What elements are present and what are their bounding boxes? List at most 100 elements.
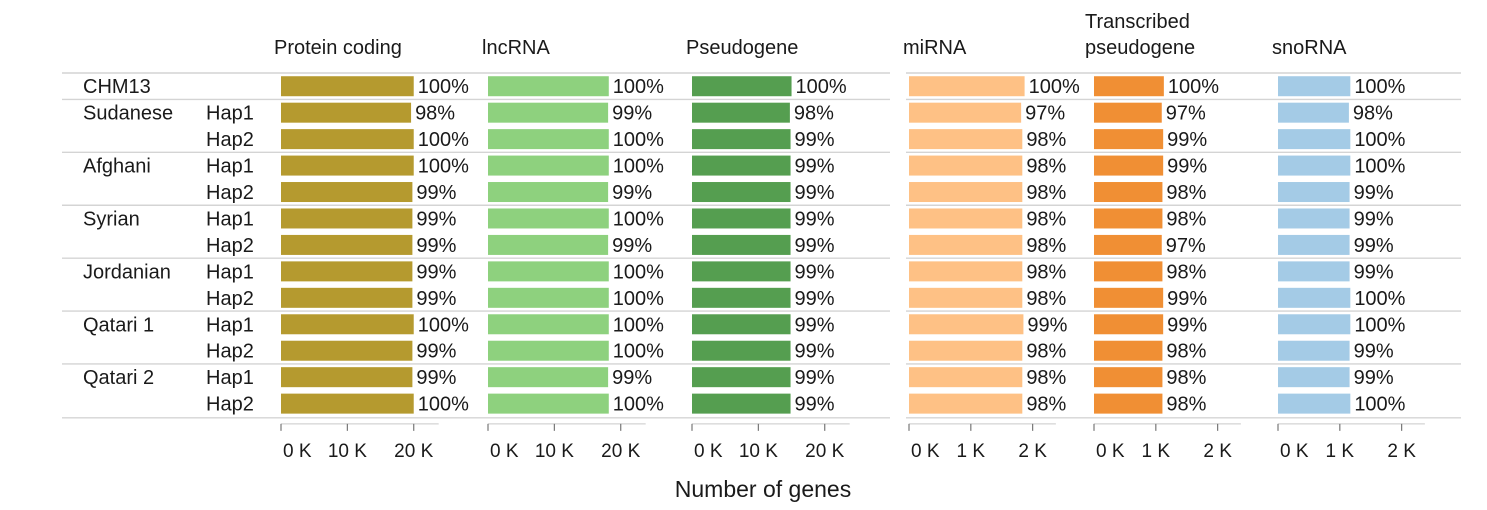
x-tick-label: 1 K: [957, 441, 986, 462]
bar-value-label: 99%: [416, 182, 456, 204]
panel-title: Protein coding: [274, 37, 402, 59]
x-tick-label: 10 K: [739, 441, 778, 462]
bar: [692, 76, 792, 97]
bar: [1278, 287, 1351, 308]
bar: [1094, 76, 1164, 97]
bar: [488, 234, 609, 255]
bar: [488, 261, 609, 282]
bar-value-label: 100%: [1354, 288, 1405, 310]
bar-value-label: 99%: [795, 208, 835, 230]
row-hap-label: Hap2: [206, 341, 254, 363]
bar: [909, 234, 1023, 255]
row-group-label: Qatari 1: [83, 314, 154, 336]
panel-4: Transcribed pseudogene 100% 97% 99% 99% 98% 98%…: [1085, 11, 1241, 462]
bar-value-label: 99%: [612, 103, 652, 125]
bar: [909, 287, 1023, 308]
bar-value-label: 97%: [1166, 235, 1206, 257]
bar: [909, 314, 1024, 335]
bar: [1278, 261, 1350, 282]
row-group-label: CHM13: [83, 76, 151, 98]
panel-title: Pseudogene: [686, 37, 798, 59]
bar-value-label: 98%: [1353, 103, 1393, 125]
bar-value-label: 98%: [1026, 288, 1066, 310]
row-hap-label: Hap1: [206, 103, 254, 125]
bar: [488, 393, 609, 414]
row-group-label: Qatari 2: [83, 367, 154, 389]
bar: [1278, 367, 1350, 388]
bar: [1278, 208, 1350, 229]
bar: [909, 102, 1022, 123]
bar: [909, 208, 1023, 229]
bar: [909, 76, 1025, 97]
bar-value-label: 98%: [1026, 341, 1066, 363]
bar-value-label: 99%: [416, 235, 456, 257]
bar-value-label: 98%: [794, 103, 834, 125]
bar: [909, 182, 1023, 203]
x-tick-label: 20 K: [805, 441, 844, 462]
bar-value-label: 98%: [1026, 367, 1066, 389]
row-group-label: Sudanese: [83, 103, 173, 125]
panel-title: pseudogene: [1085, 37, 1195, 59]
bar: [692, 261, 791, 282]
bar-value-label: 100%: [796, 76, 847, 98]
bar-value-label: 100%: [613, 288, 664, 310]
bar-value-label: 98%: [1026, 182, 1066, 204]
row-hap-label: Hap1: [206, 367, 254, 389]
bar-value-label: 99%: [1167, 129, 1207, 151]
bar-value-label: 100%: [613, 208, 664, 230]
bar-value-label: 100%: [1354, 76, 1405, 98]
bar-value-label: 100%: [1168, 76, 1219, 98]
bar: [488, 208, 609, 229]
bar-value-label: 99%: [1167, 288, 1207, 310]
bar-value-label: 97%: [1166, 103, 1206, 125]
row-hap-label: Hap2: [206, 394, 254, 416]
bar: [1278, 76, 1351, 97]
bar: [281, 314, 414, 335]
bar: [1094, 261, 1163, 282]
panel-3: miRNA 100% 97% 98% 98% 98% 98% 98% 98% 98% 99% 98% 9…: [903, 37, 1080, 462]
bar: [488, 182, 609, 203]
bar-value-label: 98%: [1026, 208, 1066, 230]
x-tick-label: 10 K: [535, 441, 574, 462]
bar: [692, 340, 791, 361]
bar-value-label: 100%: [418, 394, 469, 416]
bar-value-label: 99%: [416, 367, 456, 389]
bar: [1094, 340, 1163, 361]
x-tick-label: 0 K: [694, 441, 723, 462]
panel-title: Transcribed: [1085, 11, 1190, 33]
bar-value-label: 100%: [418, 314, 469, 336]
bar-value-label: 98%: [1026, 129, 1066, 151]
bar: [1094, 367, 1163, 388]
row-labels: CHM13 Sudanese Hap1 Hap2 Afghani Hap1 Hap2 Syri…: [83, 76, 254, 415]
bar-value-label: 100%: [418, 129, 469, 151]
bar: [909, 155, 1023, 176]
bar-value-label: 100%: [1354, 394, 1405, 416]
bar: [692, 208, 791, 229]
bar: [1278, 129, 1351, 150]
bar-value-label: 99%: [1027, 314, 1067, 336]
row-hap-label: Hap1: [206, 261, 254, 283]
bar: [1278, 182, 1350, 203]
x-tick-label: 20 K: [601, 441, 640, 462]
bar: [488, 155, 609, 176]
bar-value-label: 99%: [612, 182, 652, 204]
bar-value-label: 99%: [795, 288, 835, 310]
bar-value-label: 99%: [795, 235, 835, 257]
x-tick-label: 0 K: [911, 441, 940, 462]
bar: [692, 393, 791, 414]
bar: [488, 314, 609, 335]
bar-value-label: 99%: [1354, 261, 1394, 283]
x-tick-label: 1 K: [1142, 441, 1171, 462]
row-hap-label: Hap2: [206, 288, 254, 310]
bar: [281, 340, 413, 361]
bar: [692, 287, 791, 308]
x-tick-label: 20 K: [394, 441, 433, 462]
row-hap-label: Hap2: [206, 235, 254, 257]
bar-value-label: 99%: [795, 156, 835, 178]
bar-value-label: 100%: [1354, 129, 1405, 151]
bar: [281, 129, 414, 150]
bar-value-label: 99%: [795, 314, 835, 336]
bar: [1094, 393, 1163, 414]
bar: [488, 340, 609, 361]
bar: [1094, 155, 1164, 176]
